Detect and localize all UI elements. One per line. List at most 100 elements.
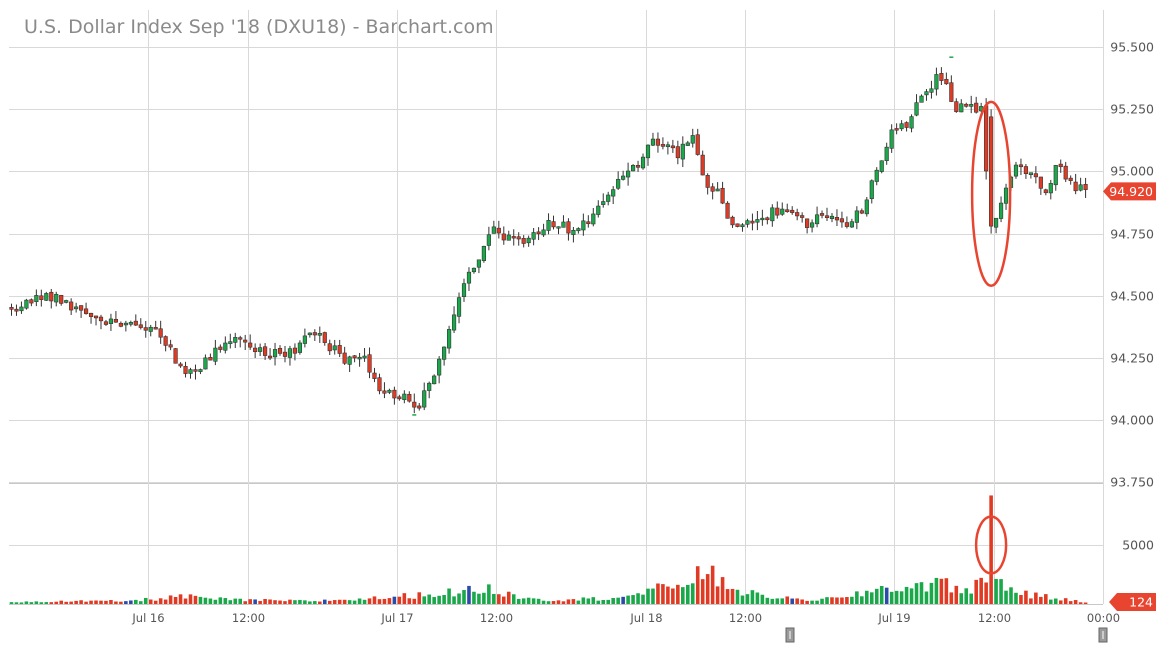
candle-body [805,218,810,228]
volume-bar [1073,600,1078,604]
volume-bar [596,600,601,604]
volume-bar [879,585,884,604]
volume-bar [134,599,138,604]
volume-bar [601,599,606,604]
volume-bar [850,596,854,604]
volume-bar [253,599,257,604]
volume-bar [521,598,526,604]
candle-body [302,335,307,344]
candle-body [665,144,670,148]
candle-body [1063,165,1068,180]
volume-bar [99,600,103,604]
volume-bar [193,595,198,604]
candle-body [516,236,521,240]
candle-body [437,358,442,376]
volume-bar [581,597,586,604]
volume-bar [949,592,954,604]
candle-body [1058,163,1063,168]
volume-bar [288,599,292,604]
volume-bar [357,598,362,604]
candle-body [108,318,114,324]
candle-body [486,234,491,246]
price-tick-label: 93.750 [1110,475,1154,490]
volume-bar [904,586,909,604]
candle-body [810,222,815,228]
candle-body [685,142,690,146]
candle-body [869,180,874,200]
volume-bar [810,600,814,604]
volume-bar [840,597,844,604]
volume-bar [855,591,859,604]
price-tick-label: 94.500 [1110,289,1154,304]
time-tick-label: Jul 18 [629,611,662,625]
volume-bar [909,588,914,604]
candle-body [1048,183,1053,194]
candle-body [173,348,178,364]
volume-bar [656,583,660,604]
candle-body [964,103,969,107]
volume-bar [720,577,725,604]
candle-body [337,345,342,354]
candle-body [949,82,954,102]
volume-bar [322,599,327,604]
volume-bar [805,600,809,604]
volume-bar [1009,587,1013,604]
volume-bar [924,591,929,604]
volume-bar [959,593,964,604]
volume-bar [974,579,978,604]
candle-body [924,91,929,96]
candle-body [954,101,959,112]
candle-body [660,144,666,147]
volume-bar [218,597,223,604]
volume-bar [347,600,352,604]
volume-bar [681,587,685,604]
last-price-label: 94.920 [1109,184,1153,199]
price-tick-label: 94.000 [1110,413,1154,428]
price-candles [9,56,1088,416]
volume-bar [153,600,158,604]
candle-body [775,207,780,216]
candle-body [561,221,566,228]
candle-body [675,146,680,159]
volume-bar [417,592,422,604]
volume-bar [576,600,581,604]
volume-bar [372,596,377,604]
volume-bar [447,588,451,604]
volume-bar [695,566,700,604]
volume-bar [685,584,690,604]
candle-body [133,320,138,326]
chart-title: U.S. Dollar Index Sep '18 (DXU18) - Barc… [24,16,494,38]
volume-bar [820,598,824,604]
volume-bar [308,601,312,604]
time-tick-label: Jul 19 [877,611,910,625]
candle-body [317,332,322,336]
volume-bar [173,596,178,604]
last-volume-tag [1109,593,1156,611]
volume-bar [208,598,213,604]
volume-bar [1053,598,1058,604]
candle-body [292,347,298,354]
volume-bar [427,594,431,604]
volume-bar [646,588,650,604]
volume-bar [944,578,949,604]
volume-bar [452,596,456,604]
candle-body [511,236,516,239]
candle-body [849,221,854,228]
volume-bar [477,593,481,604]
candle-body [481,245,486,261]
candle-body [1068,177,1073,181]
volume-bar [472,591,476,604]
candle-body [889,129,894,149]
volume-bar [1019,595,1023,604]
candle-body [228,341,233,344]
candle-body [29,299,34,304]
candle-body [123,322,128,326]
volume-bar [203,597,208,604]
candle-body [824,215,830,218]
volume-bar [899,591,904,604]
volume-bar [402,593,407,604]
volume-bar [735,589,740,604]
candle-body [223,342,228,351]
candle-body [382,390,387,394]
